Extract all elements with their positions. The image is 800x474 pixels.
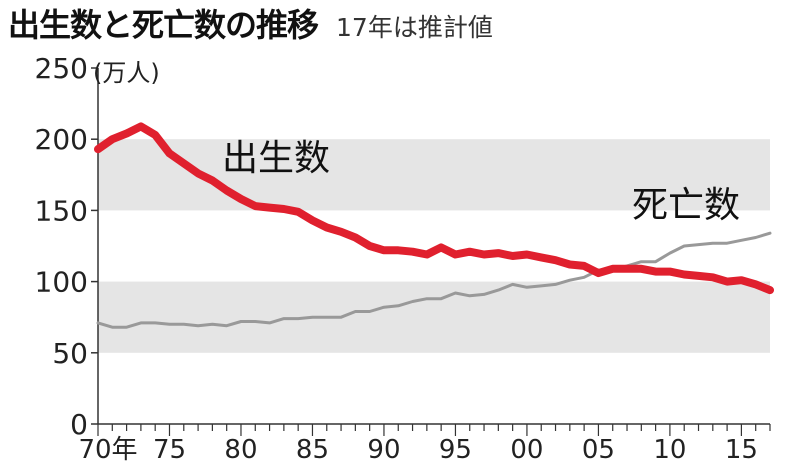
x-tick-label: 10: [653, 435, 686, 465]
x-tick-label: 95: [439, 435, 472, 465]
gridline-bands: [98, 139, 770, 353]
x-tick-label: 15: [725, 435, 758, 465]
y-tick-label: 250: [35, 52, 88, 85]
y-tick-label: 200: [35, 123, 88, 156]
x-tick-label: 70年: [78, 435, 137, 465]
x-tick-label: 85: [296, 435, 329, 465]
x-axis: 70年 75 80 85 90 95 00 05 10 15: [78, 423, 771, 465]
series-label-deaths: 死亡数: [632, 185, 740, 226]
births-line: [94, 122, 774, 295]
y-axis: 0 50 100 150 200 250: [35, 52, 99, 441]
chart-subtitle: 17年は推計値: [336, 13, 493, 42]
x-tick-label: 00: [510, 435, 543, 465]
x-tick-label: 75: [153, 435, 186, 465]
y-tick-label: 50: [52, 337, 88, 370]
series-label-births: 出生数: [222, 138, 330, 179]
x-tick-label: 05: [582, 435, 615, 465]
y-tick-label: 100: [35, 266, 88, 299]
gridline-band-1: [98, 139, 770, 211]
y-tick-label: 0: [70, 408, 88, 441]
x-tick-label: 90: [367, 435, 400, 465]
title-row: 出生数と死亡数の推移 17年は推計値: [8, 0, 493, 46]
y-tick-label: 150: [35, 194, 88, 227]
deaths-line: [96, 231, 772, 329]
y-axis-unit-label: (万人): [93, 59, 160, 87]
gridline-band-0: [98, 281, 770, 353]
chart-title: 出生数と死亡数の推移: [8, 6, 319, 44]
series-lines: [94, 122, 774, 329]
x-tick-label: 80: [224, 435, 257, 465]
